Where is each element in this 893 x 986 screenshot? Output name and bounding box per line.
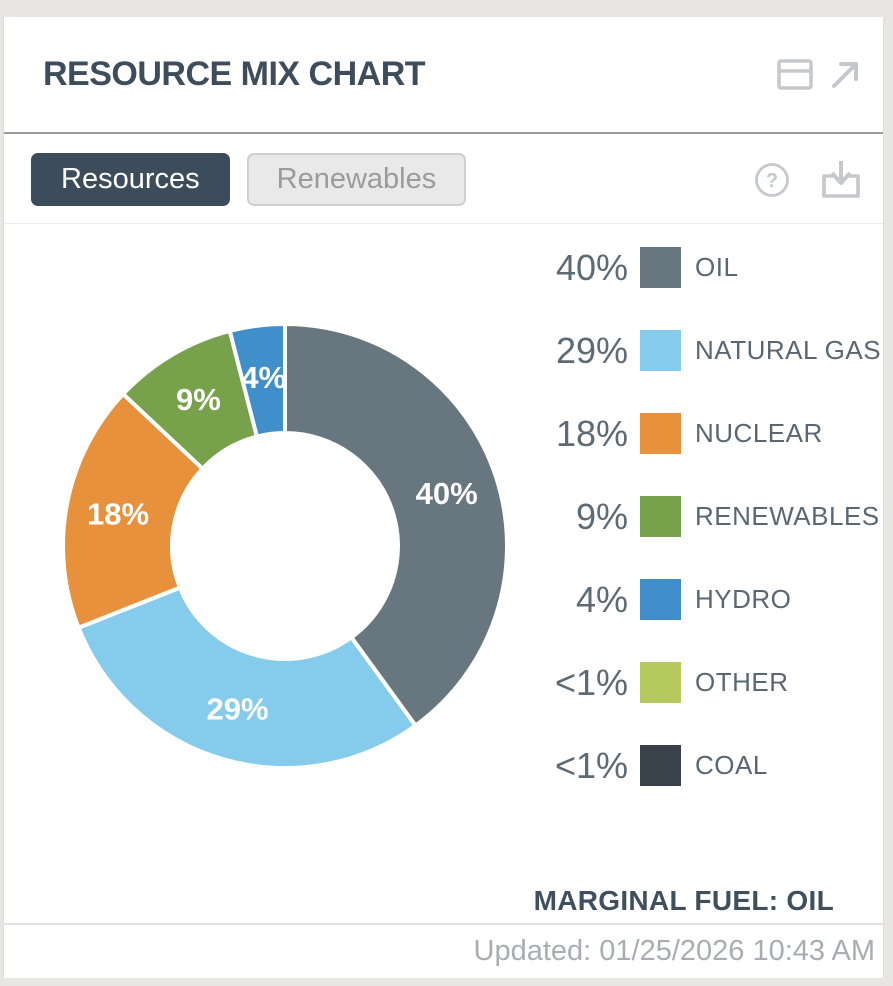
legend-percent: <1%: [554, 744, 628, 786]
window-panel-icon[interactable]: [775, 55, 815, 95]
legend-label: COAL: [695, 750, 768, 780]
legend-row-coal: <1% COAL: [531, 724, 881, 807]
legend-label: HYDRO: [695, 584, 792, 614]
resource-mix-panel: RESOURCE MIX CHART Resources Renewables …: [3, 17, 884, 978]
legend-swatch: [640, 496, 681, 537]
legend-percent: 40%: [555, 246, 628, 288]
toolbar-icon-group: ?: [753, 136, 865, 223]
legend-row-oil: 40% OIL: [531, 226, 881, 309]
legend-row-renewables: 9% RENEWABLES: [531, 475, 881, 558]
slice-label: 4%: [241, 360, 286, 395]
legend-label: OIL: [695, 252, 739, 282]
legend-percent: 9%: [575, 495, 628, 537]
download-icon[interactable]: [817, 156, 865, 204]
legend-row-natural-gas: 29% NATURAL GAS: [531, 309, 881, 392]
tab-resources[interactable]: Resources: [31, 153, 230, 206]
external-link-icon[interactable]: [827, 55, 865, 95]
help-icon[interactable]: ?: [753, 161, 791, 199]
chart-legend: 40% OIL 29% NATURAL GAS 18% NUCLEAR 9% RENEWABL…: [531, 226, 881, 807]
donut-slice-hydro[interactable]: [227, 322, 287, 439]
tab-bar: Resources Renewables ?: [4, 136, 883, 224]
legend-percent: 29%: [555, 329, 628, 371]
panel-header: RESOURCE MIX CHART: [4, 17, 883, 134]
resource-mix-donut-chart: 40% 29% 18% 9% 4%: [61, 322, 509, 770]
legend-label: NUCLEAR: [695, 418, 823, 448]
donut-slice-oil[interactable]: [283, 322, 509, 728]
legend-row-hydro: 4% HYDRO: [531, 558, 881, 641]
slice-label: 18%: [87, 497, 149, 532]
donut-slice-natural-gas[interactable]: [76, 585, 418, 770]
page-title: RESOURCE MIX CHART: [43, 55, 426, 93]
legend-swatch: [640, 413, 681, 454]
updated-timestamp: Updated: 01/25/2026 10:43 AM: [473, 935, 875, 967]
donut-slice-nuclear[interactable]: [61, 392, 205, 630]
marginal-fuel-text: MARGINAL FUEL: OIL: [533, 885, 834, 916]
legend-percent: 18%: [555, 412, 628, 454]
slice-label: 29%: [207, 692, 269, 727]
legend-label: OTHER: [695, 667, 789, 697]
panel-footer: Updated: 01/25/2026 10:43 AM: [4, 923, 883, 978]
legend-row-other: <1% OTHER: [531, 641, 881, 724]
legend-swatch: [640, 662, 681, 703]
legend-swatch: [640, 745, 681, 786]
legend-percent: 4%: [575, 578, 628, 620]
svg-text:?: ?: [766, 170, 778, 192]
legend-swatch: [640, 579, 681, 620]
legend-swatch: [640, 247, 681, 288]
legend-label: NATURAL GAS: [695, 335, 882, 365]
legend-label: RENEWABLES: [695, 501, 880, 531]
slice-label: 9%: [176, 382, 221, 417]
tab-renewables[interactable]: Renewables: [246, 153, 467, 206]
legend-swatch: [640, 330, 681, 371]
slice-label: 40%: [416, 476, 478, 511]
legend-row-nuclear: 18% NUCLEAR: [531, 392, 881, 475]
legend-percent: <1%: [554, 661, 628, 703]
header-icon-group: [775, 55, 865, 95]
